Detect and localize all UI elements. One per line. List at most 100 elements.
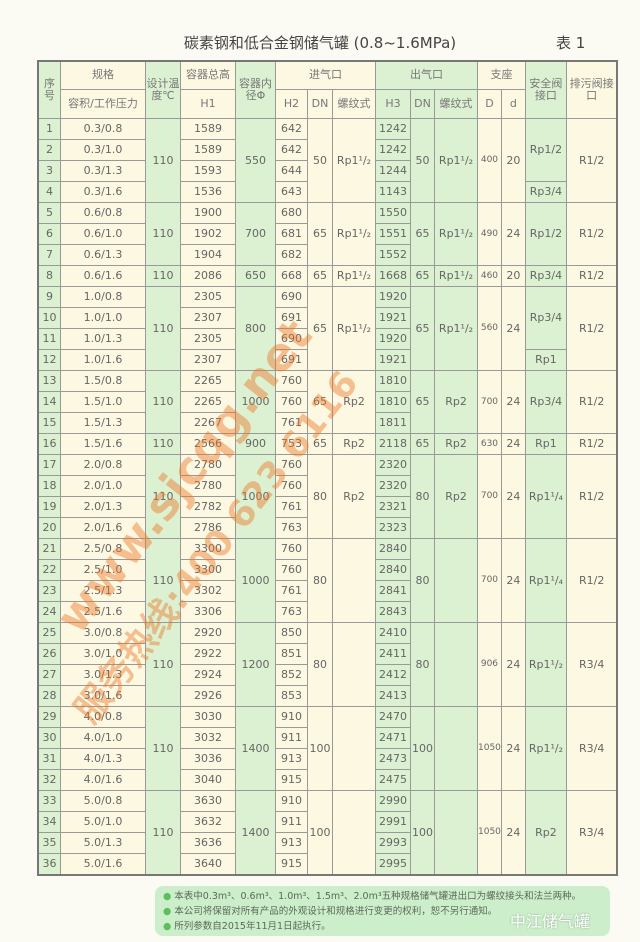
inlet-dn-cell: 65	[307, 285, 333, 371]
support-D-cell: 490	[477, 201, 502, 266]
row-number: 20	[37, 516, 61, 539]
h2-cell: 915	[275, 852, 308, 875]
h3-cell: 2993	[375, 831, 411, 854]
table-row: 7 0.6/1.3 1904 682 1552	[37, 243, 617, 266]
h1-cell: 1902	[180, 222, 236, 245]
row-number: 27	[37, 663, 61, 686]
h3-cell: 1551	[375, 222, 411, 245]
h3-cell: 2840	[375, 537, 411, 560]
drain-valve-cell: R1/2	[565, 264, 618, 287]
inlet-dn-cell: 65	[307, 264, 333, 287]
support-d-cell: 20	[500, 264, 526, 287]
table-row: 18 2.0/1.0 2780 760 2320	[37, 474, 617, 497]
header-h1: H1	[180, 88, 236, 119]
row-number: 1	[37, 117, 61, 140]
h2-cell: 681	[275, 222, 308, 245]
temp-cell: 110	[145, 705, 181, 791]
drain-valve-cell: R3/4	[565, 621, 618, 707]
row-number: 34	[37, 810, 61, 833]
spec-cell: 4.0/1.3	[60, 747, 146, 770]
inlet-thread-cell	[332, 789, 376, 875]
header-drain-valve: 排污阀接口	[565, 60, 618, 119]
temp-cell: 110	[145, 537, 181, 623]
h3-cell: 2320	[375, 474, 411, 497]
h1-cell: 2780	[180, 474, 236, 497]
spec-cell: 1.0/0.8	[60, 285, 146, 308]
row-number: 11	[37, 327, 61, 350]
h3-cell: 1920	[375, 327, 411, 350]
spec-cell: 4.0/1.0	[60, 726, 146, 749]
h3-cell: 1811	[375, 411, 411, 434]
header-h1-top: 容器总高	[180, 60, 236, 90]
row-number: 25	[37, 621, 61, 644]
table-row: 29 4.0/0.8 110 3030 1400 910 100 2470 100 1050 24 R…	[37, 705, 618, 791]
spec-cell: 5.0/1.3	[60, 831, 146, 854]
outlet-thread-cell	[434, 789, 478, 875]
h2-cell: 761	[275, 411, 308, 434]
header-D: D	[477, 88, 502, 119]
inlet-thread-cell: Rp1¹/₂	[332, 285, 376, 371]
h1-cell: 1589	[180, 117, 236, 140]
outlet-dn-cell: 80	[410, 621, 435, 707]
note-text: 本公司将保留对所有产品的外观设计和规格进行变更的权利，恕不另行通知。	[174, 906, 498, 917]
h1-cell: 2265	[180, 390, 236, 413]
outlet-dn-cell: 80	[410, 453, 435, 539]
row-number: 19	[37, 495, 61, 518]
h3-cell: 1550	[375, 201, 411, 224]
h2-cell: 761	[275, 495, 308, 518]
h2-cell: 642	[275, 138, 308, 161]
h1-cell: 3032	[180, 726, 236, 749]
table-row: 8 0.6/1.6 110 2086 650 668 65 Rp1¹/₂ 1668 65 Rp1¹/…	[37, 264, 618, 287]
header-inlet: 进气口	[275, 60, 376, 90]
diameter-cell: 1200	[235, 621, 276, 707]
outlet-thread-cell	[434, 537, 478, 623]
drain-valve-cell: R1/2	[565, 453, 618, 539]
h1-cell: 2922	[180, 642, 236, 665]
note-2: ● 本公司将保留对所有产品的外观设计和规格进行变更的权利，恕不另行通知。	[163, 906, 498, 917]
spec-cell: 1.5/1.6	[60, 432, 146, 455]
table-row: 19 2.0/1.3 2782 761 2321	[37, 495, 617, 518]
diameter-cell: 1000	[235, 369, 276, 434]
h1-cell: 3036	[180, 747, 236, 770]
h1-cell: 2924	[180, 663, 236, 686]
h3-cell: 2323	[375, 516, 411, 539]
h1-cell: 2926	[180, 684, 236, 707]
h3-cell: 2840	[375, 558, 411, 581]
row-number: 21	[37, 537, 61, 560]
spec-cell: 5.0/0.8	[60, 789, 146, 812]
outlet-thread-cell: Rp1¹/₂	[434, 285, 478, 371]
h1-cell: 3302	[180, 579, 236, 602]
row-number: 29	[37, 705, 61, 728]
drain-valve-cell: R1/2	[565, 285, 618, 371]
h2-cell: 644	[275, 159, 308, 182]
h3-cell: 2995	[375, 852, 411, 875]
note-1: ● 本表中0.3m³、0.6m³、1.0m³、1.5m³、2.0m³五种规格储气罐…	[163, 891, 582, 902]
table-row: 23 2.5/1.3 3302 761 2841	[37, 579, 617, 602]
h2-cell: 642	[275, 117, 308, 140]
h2-cell: 910	[275, 789, 308, 812]
support-d-cell: 24	[500, 789, 526, 875]
outlet-dn-cell: 65	[410, 201, 435, 266]
diameter-cell: 1400	[235, 789, 276, 875]
table-row: 9 1.0/0.8 110 2305 800 690 65 Rp1¹/₂ 1920 65 Rp1¹/…	[37, 285, 618, 371]
spec-cell: 3.0/1.3	[60, 663, 146, 686]
safety-valve-cell: Rp1¹/₂	[524, 621, 567, 707]
header-d: d	[500, 88, 526, 119]
h2-cell: 668	[275, 264, 308, 287]
row-number: 4	[37, 180, 61, 203]
inlet-dn-cell: 65	[307, 201, 333, 266]
diameter-cell: 1000	[235, 453, 276, 539]
inlet-dn-cell: 100	[307, 705, 333, 791]
spec-cell: 2.0/1.3	[60, 495, 146, 518]
h3-cell: 1810	[375, 369, 411, 392]
temp-cell: 110	[145, 117, 181, 203]
spec-cell: 2.0/1.6	[60, 516, 146, 539]
h2-cell: 852	[275, 663, 308, 686]
inlet-dn-cell: 80	[307, 621, 333, 707]
diameter-cell: 800	[235, 285, 276, 371]
outlet-thread-cell	[434, 705, 478, 791]
outlet-dn-cell: 50	[410, 117, 435, 203]
drain-valve-cell: R3/4	[565, 705, 618, 791]
table-row: 31 4.0/1.3 3036 913 2473	[37, 747, 617, 770]
support-d-cell: 24	[500, 369, 526, 434]
